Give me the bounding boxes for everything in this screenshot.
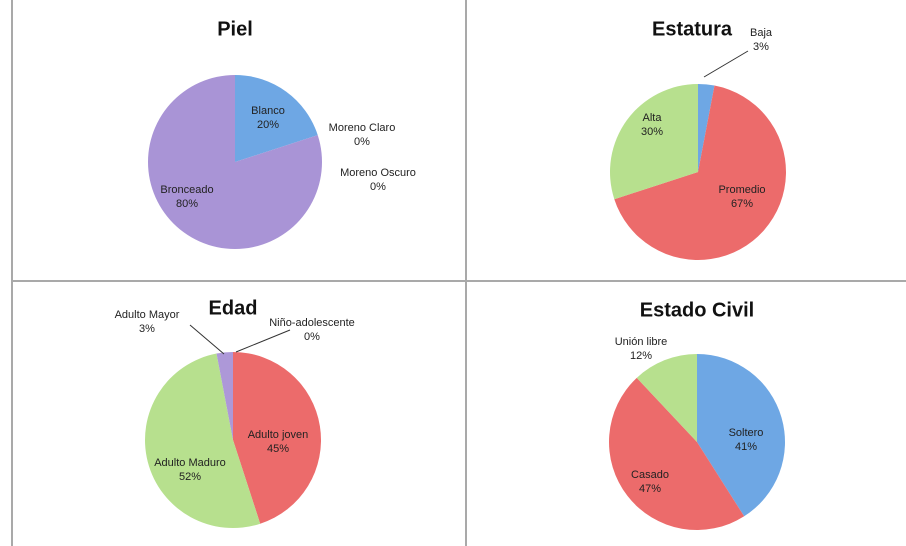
pie-slice	[614, 85, 787, 261]
leader-line	[235, 329, 291, 353]
slice-label: Unión libre	[615, 336, 668, 348]
slice-label: Blanco	[251, 105, 285, 117]
value-label: 30%	[641, 126, 663, 138]
slice-label: Baja	[750, 27, 773, 39]
chart-title: Estado Civil	[640, 299, 754, 321]
value-label: 52%	[179, 471, 201, 483]
value-label: 3%	[139, 323, 155, 335]
value-label: 41%	[735, 441, 757, 453]
slice-label: Promedio	[718, 184, 765, 196]
pie-slice	[235, 135, 318, 162]
value-label: 0%	[370, 181, 386, 193]
pie-slice	[216, 352, 233, 440]
leader-line	[703, 50, 749, 78]
slice-label: Alta	[643, 112, 663, 124]
pie-slice	[609, 377, 745, 530]
pie-slice	[235, 75, 318, 162]
chart-title: Estatura	[652, 18, 733, 40]
pie-slice	[697, 354, 785, 517]
slice-label: Moreno Oscuro	[340, 167, 416, 179]
value-label: 20%	[257, 119, 279, 131]
pie-slice	[698, 84, 715, 172]
value-label: 0%	[354, 136, 370, 148]
pie-slice	[609, 84, 698, 200]
slice-label: Niño-adolescente	[269, 317, 355, 329]
slice-label: Moreno Claro	[329, 122, 396, 134]
pie-slice	[636, 354, 697, 442]
value-label: 47%	[639, 483, 661, 495]
pie-slice	[233, 352, 322, 524]
slice-label: Adulto Maduro	[154, 457, 226, 469]
slice-label: Adulto joven	[248, 429, 309, 441]
value-label: 45%	[267, 443, 289, 455]
pie-slice	[145, 353, 261, 528]
leader-line	[189, 324, 225, 355]
slice-label: Soltero	[729, 427, 764, 439]
value-label: 67%	[731, 198, 753, 210]
value-label: 80%	[176, 198, 198, 210]
value-label: 0%	[304, 331, 320, 343]
slice-label: Bronceado	[160, 184, 213, 196]
value-label: 3%	[753, 41, 769, 53]
chart-title: Edad	[209, 297, 258, 319]
pie-slice	[148, 75, 322, 249]
value-label: 12%	[630, 350, 652, 362]
slice-label: Adulto Mayor	[115, 309, 180, 321]
chart-title: Piel	[217, 18, 253, 40]
slice-label: Casado	[631, 469, 669, 481]
